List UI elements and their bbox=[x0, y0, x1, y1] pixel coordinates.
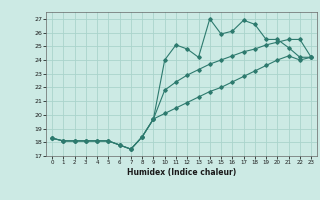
X-axis label: Humidex (Indice chaleur): Humidex (Indice chaleur) bbox=[127, 168, 236, 177]
